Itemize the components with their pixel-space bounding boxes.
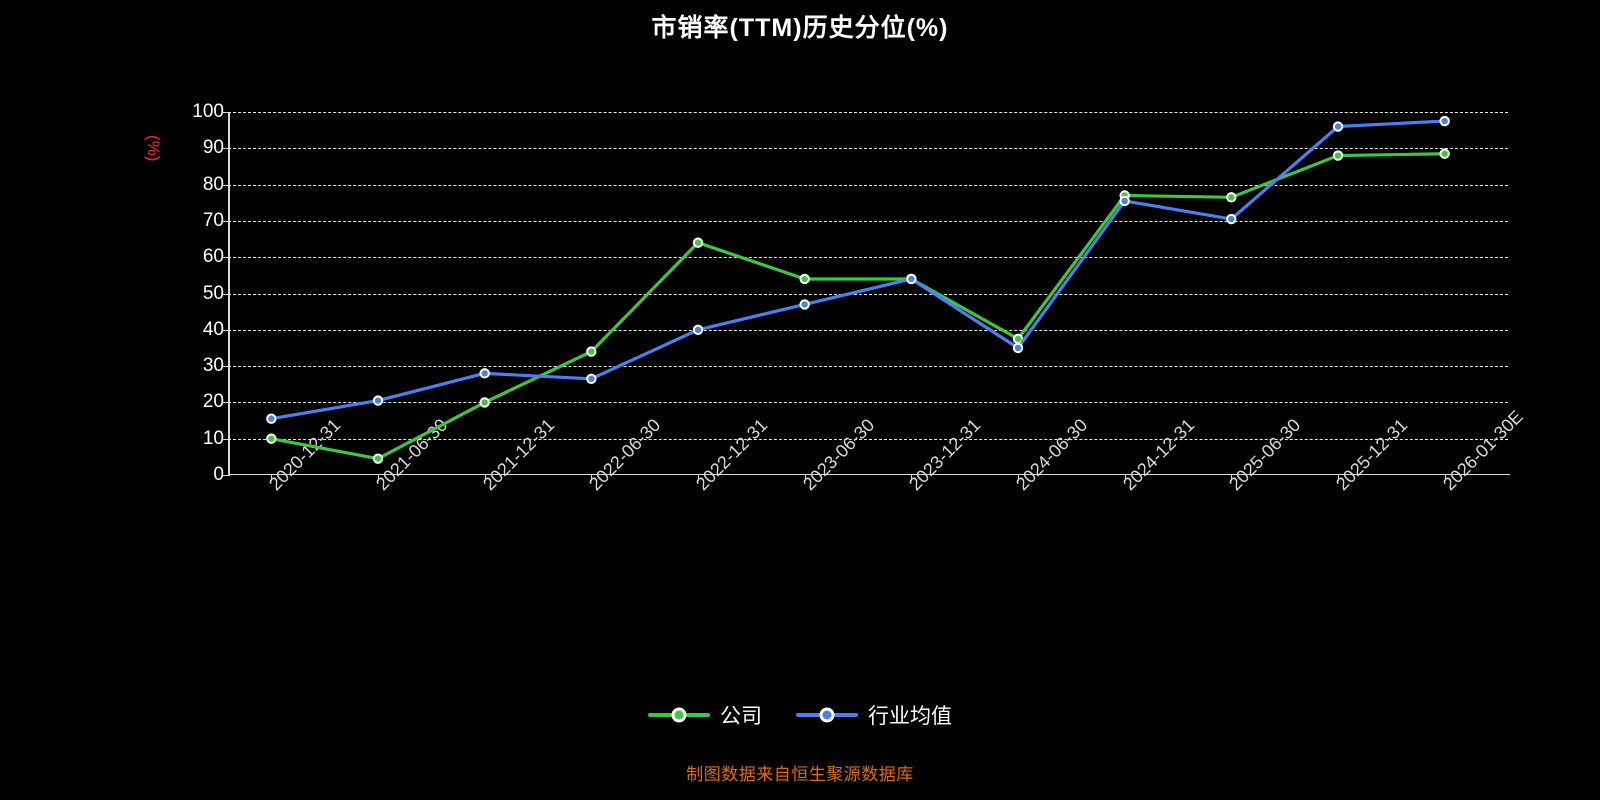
y-tick-mark (222, 257, 230, 259)
x-tick-mark (591, 474, 593, 481)
grid-line (228, 329, 1508, 331)
grid-line (228, 184, 1508, 186)
legend-marker-icon (819, 707, 835, 723)
chart-title: 市销率(TTM)历史分位(%) (651, 14, 949, 42)
data-point (266, 433, 277, 444)
y-tick-label: 50 (202, 282, 224, 304)
y-tick-label: 90 (202, 137, 224, 159)
y-tick-mark (222, 438, 230, 440)
data-point (799, 273, 810, 285)
y-tick-mark (222, 329, 230, 331)
y-tick-mark (222, 148, 230, 150)
y-tick-label: 0 (213, 464, 224, 485)
legend-label: 行业均值 (868, 705, 952, 728)
chart-legend: 公司 行业均值 (0, 700, 1600, 730)
data-point (479, 397, 490, 408)
x-tick-mark (1018, 474, 1019, 481)
grid-line (228, 366, 1508, 368)
grid-line (228, 438, 1508, 440)
x-tick-mark (271, 474, 273, 481)
legend-swatch (796, 707, 858, 723)
grid-line (228, 112, 1508, 113)
data-point (1226, 213, 1237, 225)
y-tick-label: 60 (202, 246, 224, 268)
x-tick-mark (1444, 474, 1446, 481)
data-point (1332, 150, 1344, 161)
x-tick-mark (911, 474, 913, 481)
data-point (372, 395, 384, 406)
data-point (799, 299, 810, 310)
y-tick-label: 30 (202, 355, 224, 377)
x-axis-line (228, 474, 1510, 475)
y-tick-labels: 0 10 20 30 40 50 60 70 80 90 100 (168, 101, 224, 485)
legend-label: 公司 (720, 705, 762, 728)
data-point (692, 237, 704, 248)
legend-swatch (648, 707, 710, 723)
grid-line (228, 257, 1508, 259)
data-point (692, 324, 704, 336)
data-point (906, 273, 917, 285)
plot-grid (228, 112, 1508, 475)
y-tick-label: 40 (202, 318, 224, 340)
series-line-1 (269, 152, 1447, 461)
y-tick-mark (222, 475, 230, 476)
grid-line (228, 220, 1508, 222)
y-tick-label: 10 (202, 427, 224, 449)
data-point (586, 346, 597, 357)
grid-line (228, 293, 1508, 295)
y-tick-label: 80 (202, 173, 224, 195)
y-tick-label: 100 (192, 101, 224, 122)
x-tick-mark (804, 474, 806, 481)
grid-line (228, 402, 1508, 404)
data-point (1332, 121, 1344, 132)
y-tick-mark (222, 112, 230, 113)
grid-line (228, 148, 1508, 150)
x-tick-mark (1231, 474, 1233, 481)
data-point (266, 413, 277, 424)
x-tick-mark (378, 474, 379, 481)
legend-item-2[interactable]: 行业均值 (796, 700, 952, 730)
data-point (1439, 115, 1450, 127)
x-tick-mark (698, 474, 699, 481)
grid-line (228, 475, 1508, 476)
legend-marker-icon (671, 707, 687, 723)
data-point (1119, 195, 1130, 207)
y-tick-mark (222, 402, 230, 404)
data-point (372, 453, 384, 464)
y-tick-mark (222, 366, 230, 368)
chart-footer: 制图数据来自恒生聚源数据库 (686, 765, 914, 784)
y-axis-label: (%) (144, 135, 163, 162)
y-tick-mark (222, 293, 230, 295)
data-point (1012, 342, 1024, 354)
y-tick-mark (222, 184, 230, 186)
y-tick-label: 20 (202, 391, 224, 413)
series-layer (266, 115, 1450, 464)
x-tick-mark (484, 474, 486, 481)
x-tick-mark (1124, 474, 1126, 481)
legend-item-1[interactable]: 公司 (648, 700, 762, 730)
y-tick-label: 70 (202, 209, 224, 231)
x-tick-mark (1338, 474, 1339, 481)
data-point (479, 368, 490, 379)
data-point (586, 373, 597, 385)
series-line-2 (269, 119, 1447, 421)
y-tick-mark (222, 220, 230, 222)
data-point (1226, 192, 1237, 203)
data-point (1439, 148, 1450, 159)
